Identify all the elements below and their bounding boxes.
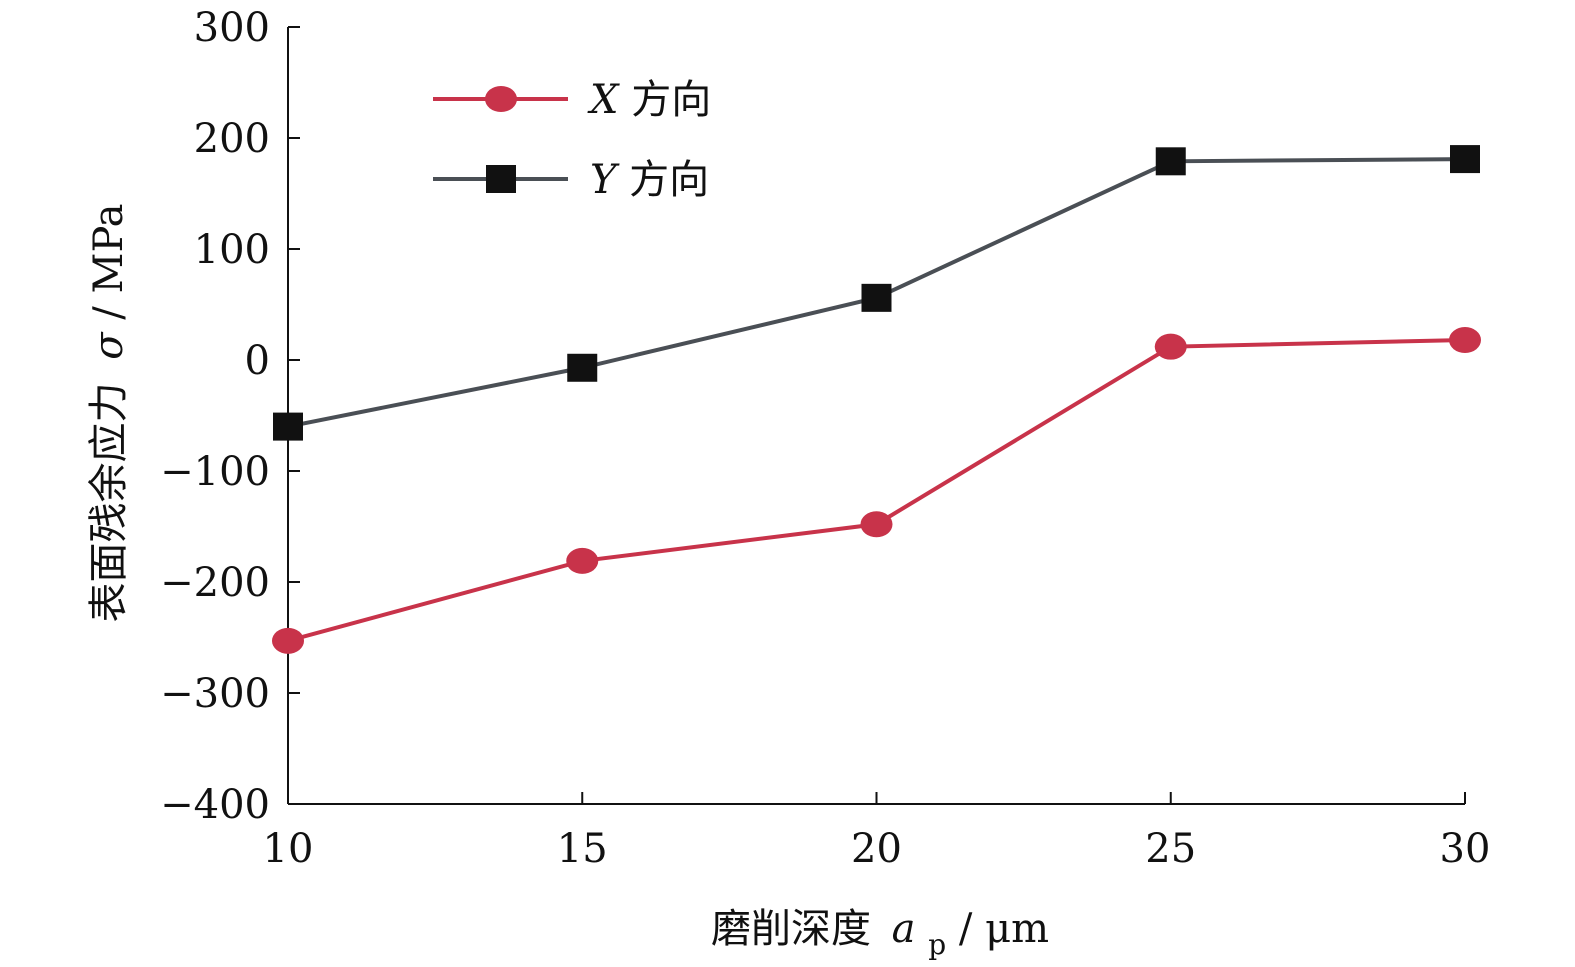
y-tick-label: 200: [194, 116, 270, 162]
series-x: [272, 327, 1481, 654]
legend-item-x: X 方向: [433, 77, 711, 123]
series-y: [273, 145, 1480, 441]
legend-marker: [486, 165, 516, 193]
data-point: [1155, 147, 1186, 176]
y-axis-title-symbol: σ: [86, 331, 132, 360]
legend-marker: [485, 86, 517, 112]
data-point: [272, 627, 304, 654]
legend-series-name: X: [587, 77, 620, 123]
x-tick-label: 10: [263, 826, 314, 872]
series-layer: [272, 145, 1481, 654]
data-point: [566, 547, 599, 574]
data-point: [1449, 327, 1481, 354]
x-tick-label: 20: [851, 826, 902, 872]
data-point: [1154, 333, 1187, 360]
y-tick-label: −100: [160, 449, 270, 495]
y-tick-label: −400: [160, 782, 270, 828]
x-axis-title: 磨削深度 a p / μm: [711, 906, 1049, 963]
data-point: [567, 353, 598, 382]
data-point: [273, 412, 303, 441]
y-axis-title-text: 表面残余应力: [86, 382, 132, 622]
y-axis-title: 表面残余应力 σ / MPa: [86, 204, 132, 623]
y-tick-label: −300: [160, 671, 270, 717]
x-axis-title-text: 磨削深度: [711, 906, 871, 952]
y-tick-label: 0: [245, 338, 270, 384]
x-tick-label: 15: [557, 826, 608, 872]
legend-item-y: Y 方向: [433, 157, 709, 203]
legend-series-suffix: 方向: [618, 77, 711, 123]
data-point: [860, 511, 893, 538]
y-tick-label: 100: [194, 227, 270, 273]
data-point: [1450, 145, 1480, 174]
x-axis-title-unit: / μm: [959, 906, 1049, 952]
x-tick-label: 25: [1145, 826, 1196, 872]
legend-series-suffix: 方向: [616, 157, 709, 203]
legend-label: Y 方向: [590, 157, 709, 203]
series-line: [287, 338, 1466, 643]
y-tick-label: 300: [194, 5, 270, 51]
y-axis-title-unit: / MPa: [86, 204, 132, 320]
legend-label: X 方向: [587, 77, 711, 123]
x-tick-label: 30: [1440, 826, 1491, 872]
x-axis-title-symbol: a: [892, 906, 916, 952]
data-point: [861, 283, 892, 312]
legend-series-name: Y: [590, 157, 620, 203]
y-tick-label: −200: [160, 560, 270, 606]
legend: X 方向Y 方向: [433, 77, 711, 203]
x-axis-title-subscript: p: [928, 928, 946, 961]
